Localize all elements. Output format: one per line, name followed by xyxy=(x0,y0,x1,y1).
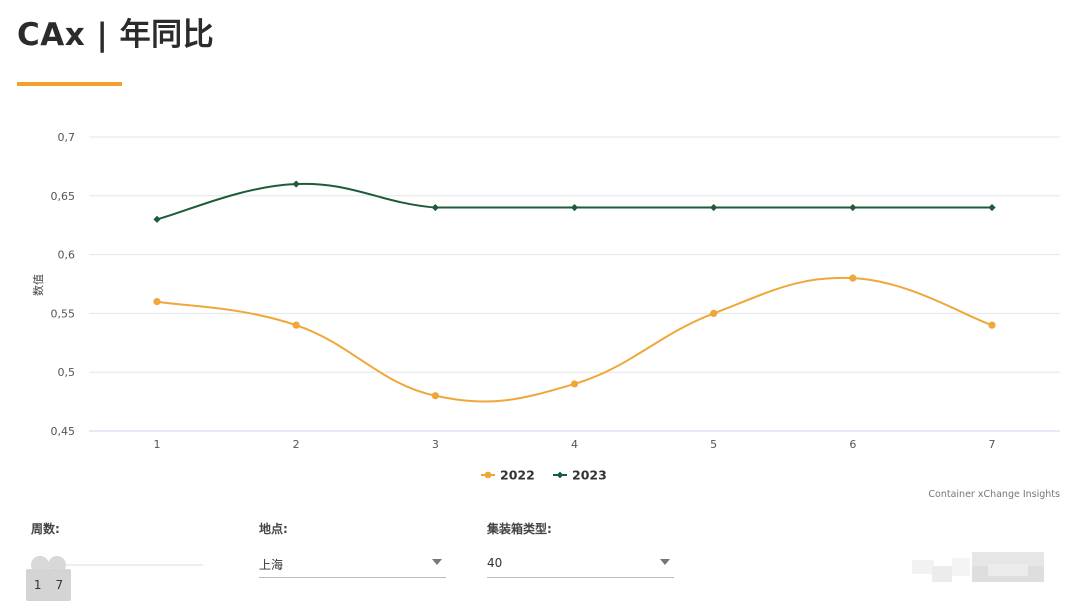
weeks-min-value: 1 xyxy=(33,578,42,592)
container-type-filter-label: 集装箱类型: xyxy=(487,522,552,536)
x-tick-label: 4 xyxy=(571,438,578,451)
legend-marker xyxy=(556,471,564,479)
data-point[interactable] xyxy=(988,203,996,212)
legend-label: 2023 xyxy=(572,468,607,483)
x-tick-label: 5 xyxy=(710,438,717,451)
x-tick-label: 6 xyxy=(849,438,856,451)
chevron-down-icon xyxy=(660,559,670,565)
data-point[interactable] xyxy=(988,321,996,329)
weeks-range-display: 1 7 xyxy=(26,569,71,601)
data-point[interactable] xyxy=(153,298,161,306)
data-point[interactable] xyxy=(570,380,579,388)
data-point[interactable] xyxy=(849,274,857,282)
container-type-select[interactable]: 40 xyxy=(487,552,674,578)
data-point[interactable] xyxy=(710,309,718,317)
y-tick-label: 0,7 xyxy=(58,131,76,144)
data-point[interactable] xyxy=(710,203,718,212)
legend-marker xyxy=(484,471,492,479)
x-tick-label: 1 xyxy=(154,438,161,451)
container-type-select-value: 40 xyxy=(487,556,503,570)
weeks-max-value: 7 xyxy=(55,578,64,592)
chevron-down-icon xyxy=(432,559,442,565)
series-2022[interactable] xyxy=(153,274,996,403)
data-point[interactable] xyxy=(570,203,579,212)
y-tick-label: 0,65 xyxy=(51,190,76,203)
series-2023[interactable] xyxy=(153,180,996,223)
y-tick-label: 0,45 xyxy=(51,425,76,438)
x-tick-label: 3 xyxy=(432,438,439,451)
title-underline xyxy=(17,82,122,86)
chart-credits[interactable]: Container xChange Insights xyxy=(928,489,1060,500)
y-tick-label: 0,55 xyxy=(51,307,76,320)
legend[interactable]: 2022 2023 xyxy=(481,468,607,483)
blurred-logo xyxy=(912,552,1052,588)
y-axis-ticks: 0,45 0,5 0,55 0,6 0,65 0,7 xyxy=(51,131,76,438)
x-tick-label: 7 xyxy=(989,438,996,451)
data-point[interactable] xyxy=(153,215,161,223)
y-tick-label: 0,5 xyxy=(58,366,76,379)
data-point[interactable] xyxy=(292,180,300,188)
series-layer xyxy=(153,180,996,403)
data-point[interactable] xyxy=(292,321,300,329)
data-point[interactable] xyxy=(849,203,857,212)
page-title: CAx | 年同比 xyxy=(17,17,215,53)
location-filter-label: 地点: xyxy=(259,522,288,536)
data-point[interactable] xyxy=(431,392,439,400)
legend-item[interactable]: 2022 xyxy=(481,468,535,483)
x-axis-ticks: 1 2 3 4 5 6 7 xyxy=(154,438,996,451)
weeks-slider-track[interactable] xyxy=(48,564,203,566)
legend-item[interactable]: 2023 xyxy=(553,468,607,483)
x-tick-label: 2 xyxy=(293,438,300,451)
series-line[interactable] xyxy=(156,182,992,221)
location-select[interactable]: 上海 xyxy=(259,552,446,578)
y-tick-label: 0,6 xyxy=(58,249,76,262)
legend-label: 2022 xyxy=(500,468,535,483)
y-axis-title: 数值 xyxy=(32,274,45,296)
data-point[interactable] xyxy=(431,203,439,212)
location-select-value: 上海 xyxy=(259,558,284,572)
weeks-filter-label: 周数: xyxy=(31,522,60,536)
